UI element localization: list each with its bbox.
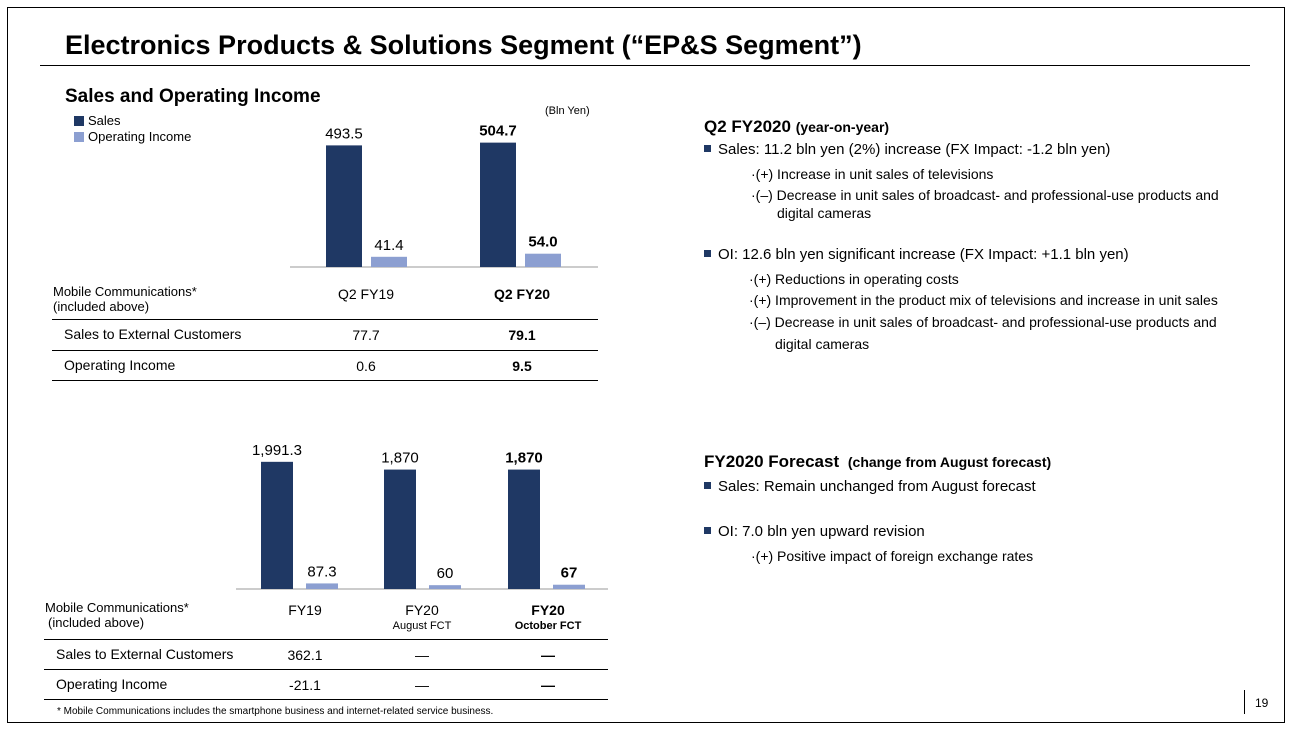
bullet-text: OI: 7.0 bln yen upward revision [718,523,925,540]
table-row: Sales to External Customers 362.1 — — [44,639,608,669]
table2-col-sub: August FCT [392,620,452,632]
data-label: 1,991.3 [252,442,302,459]
sub-bullet: ·(–) Decrease in unit sales of broadcast… [751,187,1219,203]
table2-col-fy20-aug: FY20 August FCT [393,602,452,632]
q2-heading: Q2 FY2020 (year-on-year) [704,117,889,137]
bar-sales [326,145,362,267]
table2-col-sub: October FCT [514,620,582,632]
bar-sales [384,469,416,589]
forecast-heading-text: FY2020 Forecast [704,452,840,471]
bullet-text: Sales: Remain unchanged from August fore… [718,478,1036,495]
data-label: 1,870 [381,450,419,467]
unit-label: (Bln Yen) [545,105,590,117]
bar-oi [306,583,338,589]
cell-value: 77.7 [352,327,380,343]
table2-col-main: FY19 [288,602,322,618]
slide-frame [7,7,1285,723]
q2-oi-bullet: OI: 12.6 bln yen significant increase (F… [704,246,1129,263]
cell-value: — [415,677,429,693]
fc-sales-bullet: Sales: Remain unchanged from August fore… [704,478,1036,495]
table2-col-fy20-oct: FY20 October FCT [515,602,582,632]
sub-bullet: ·(+) Increase in unit sales of televisio… [751,166,994,182]
page-title: Electronics Products & Solutions Segment… [65,30,862,60]
legend-oi: Operating Income [74,129,191,144]
legend-swatch-oi [74,132,84,142]
cell-value: 79.1 [508,327,536,343]
table1-label-line1: Mobile Communications* [53,284,197,299]
data-label: 41.4 [374,237,403,254]
row-label: Sales to External Customers [64,326,242,342]
bullet-square-icon [704,482,711,489]
data-label: 504.7 [479,123,517,140]
bar-sales [261,461,293,589]
bar-sales [480,142,516,267]
q2-heading-text: Q2 FY2020 [704,117,791,136]
cell-value: 0.6 [356,358,376,374]
forecast-heading-note: (change from August forecast) [847,454,1052,470]
table-row: Operating Income 0.6 9.5 [52,350,598,381]
table2-label-line1: Mobile Communications* [45,600,189,615]
q2-heading-note: (year-on-year) [795,119,890,135]
footnote: * Mobile Communications includes the sma… [57,706,494,717]
bullet-text: OI: 12.6 bln yen significant increase (F… [718,246,1129,263]
bar-oi [429,585,461,589]
bullet-square-icon [704,250,711,257]
bar-sales [508,469,540,589]
data-label: 60 [437,565,454,582]
row-label: Operating Income [64,357,176,373]
cell-value: -21.1 [289,677,321,693]
cell-value: — [541,647,555,663]
section-subtitle: Sales and Operating Income [65,86,321,107]
sub-bullet: ·(+) Positive impact of foreign exchange… [751,548,1034,564]
page-number-divider [1244,690,1245,714]
bullet-square-icon [704,145,711,152]
legend-swatch-sales [74,116,84,126]
bar-oi [525,253,561,267]
table-row: Operating Income -21.1 — — [44,669,608,700]
data-label: 87.3 [307,563,336,580]
table2-col-main: FY20 [531,602,565,618]
table-row: Sales to External Customers 77.7 79.1 [52,319,598,349]
row-label: Operating Income [56,676,168,692]
bar-oi [553,584,585,589]
legend-label-sales: Sales [88,113,121,128]
title-divider [40,65,1250,66]
table2-label-line2: (included above) [48,615,145,630]
bullet-text: Sales: 11.2 bln yen (2%) increase (FX Im… [718,141,1111,158]
data-label: 1,870 [505,450,543,467]
sub-bullet-cont: digital cameras [775,336,870,352]
table2-label: Mobile Communications* (included above) [45,600,189,630]
table2-col-main: FY20 [405,602,439,618]
row-label: Sales to External Customers [56,646,234,662]
forecast-heading: FY2020 Forecast (change from August fore… [704,452,1051,472]
cell-value: — [415,647,429,663]
bullet-square-icon [704,527,711,534]
table1-col-q2fy19: Q2 FY19 [337,286,395,302]
sub-bullet: ·(+) Reductions in operating costs [749,271,959,287]
legend-sales: Sales [74,113,121,128]
cell-value: — [541,677,555,693]
cell-value: 9.5 [512,358,532,374]
data-label: 493.5 [325,125,363,142]
sub-bullet-cont: digital cameras [777,205,872,221]
page-number: 19 [1255,696,1269,710]
table2-col-fy19: FY19 [288,602,321,618]
data-label: 54.0 [528,234,557,251]
table1-col-q2fy20: Q2 FY20 [493,286,551,302]
table1-label-line2: (included above) [53,299,150,314]
fc-oi-bullet: OI: 7.0 bln yen upward revision [704,523,925,540]
bar-oi [371,256,407,267]
data-label: 67 [561,565,578,582]
sub-bullet: ·(–) Decrease in unit sales of broadcast… [749,314,1217,330]
table1-label: Mobile Communications* (included above) [53,284,197,314]
q2-sales-bullet: Sales: 11.2 bln yen (2%) increase (FX Im… [704,141,1110,158]
sub-bullet: ·(+) Improvement in the product mix of t… [749,292,1218,308]
cell-value: 362.1 [287,647,323,663]
legend-label-oi: Operating Income [88,129,192,144]
